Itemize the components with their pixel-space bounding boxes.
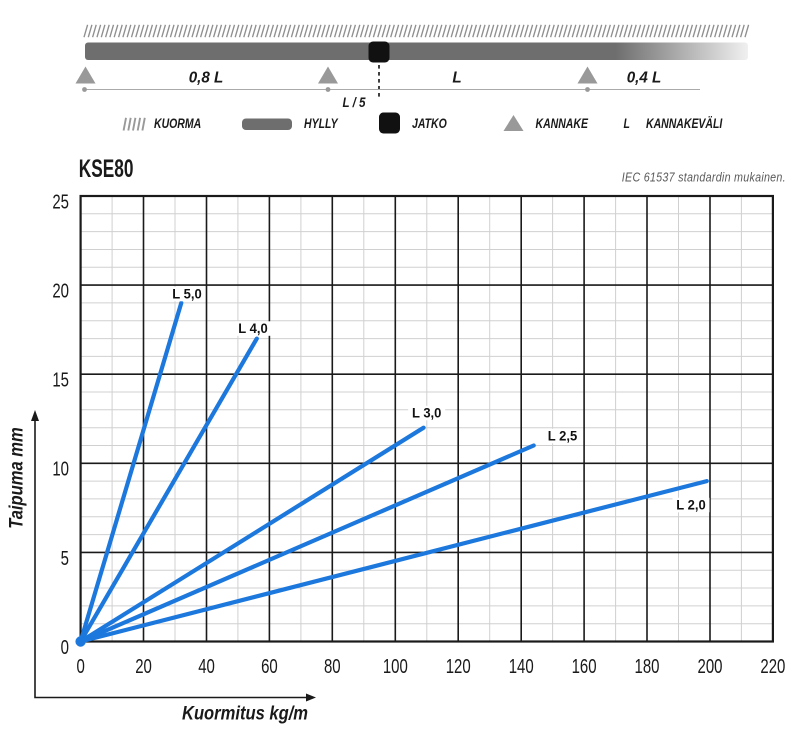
svg-text:KANNAKE: KANNAKE (536, 116, 589, 132)
svg-text:15: 15 (52, 368, 69, 391)
svg-text:0: 0 (61, 636, 69, 659)
svg-text:0,4 L: 0,4 L (627, 69, 662, 86)
svg-text:IEC 61537 standardin mukainen.: IEC 61537 standardin mukainen. (622, 171, 786, 185)
svg-text:60: 60 (261, 655, 278, 678)
svg-text:L 2,0: L 2,0 (676, 497, 705, 513)
svg-text:0,8 L: 0,8 L (189, 69, 224, 86)
svg-text:KUORMA: KUORMA (154, 116, 201, 132)
svg-text:5: 5 (61, 547, 69, 570)
svg-text:L 4,0: L 4,0 (238, 321, 267, 337)
svg-text:L / 5: L / 5 (342, 94, 366, 110)
svg-text:Taipuma mm: Taipuma mm (5, 427, 27, 529)
svg-text:L 5,0: L 5,0 (172, 286, 201, 302)
svg-text:20: 20 (135, 655, 152, 678)
svg-text:220: 220 (760, 655, 785, 678)
svg-text:180: 180 (635, 655, 660, 678)
svg-text:160: 160 (572, 655, 597, 678)
svg-text:L: L (624, 116, 630, 132)
svg-text:140: 140 (509, 655, 534, 678)
svg-text:80: 80 (324, 655, 341, 678)
svg-text:KANNAKEVÄLI: KANNAKEVÄLI (646, 114, 723, 131)
svg-text:HYLLY: HYLLY (304, 116, 339, 132)
svg-text:10: 10 (52, 457, 69, 480)
svg-text:40: 40 (198, 655, 215, 678)
svg-text:L 2,5: L 2,5 (548, 428, 578, 444)
svg-text:KSE80: KSE80 (79, 155, 134, 183)
svg-text:L 3,0: L 3,0 (412, 405, 441, 421)
svg-text:120: 120 (446, 655, 471, 678)
svg-text:25: 25 (52, 190, 69, 213)
svg-text:L: L (452, 69, 461, 86)
svg-text:0: 0 (76, 655, 84, 678)
svg-text:Kuormitus kg/m: Kuormitus kg/m (182, 702, 308, 724)
svg-text:100: 100 (383, 655, 408, 678)
svg-text:20: 20 (52, 279, 69, 302)
svg-text:JATKO: JATKO (412, 116, 447, 132)
svg-text:200: 200 (698, 655, 723, 678)
